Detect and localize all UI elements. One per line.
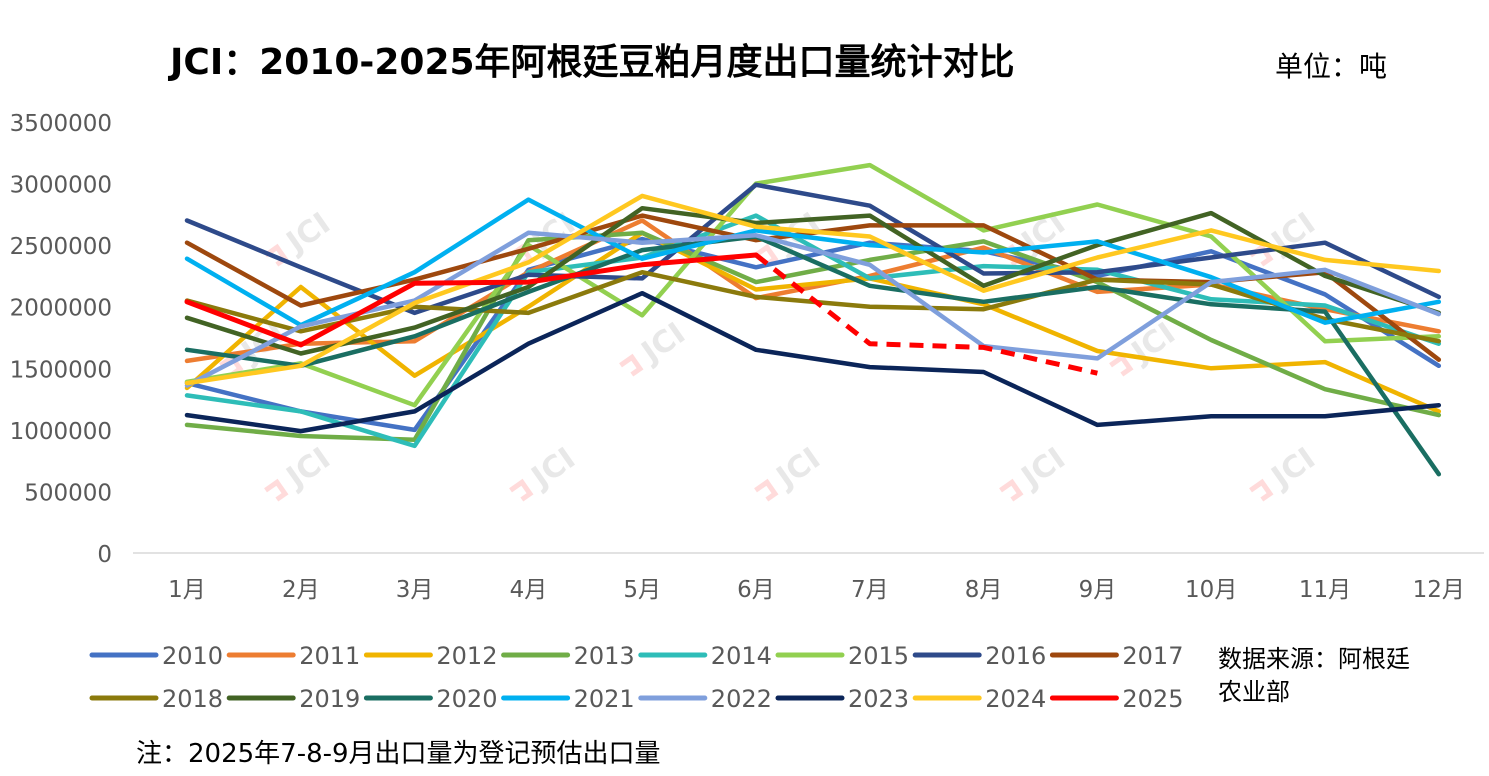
x-tick-label: 9月 [1079, 577, 1117, 603]
watermark-mark [999, 478, 1024, 502]
series-line-2023 [184, 290, 1442, 434]
series-line-2012 [184, 230, 1442, 414]
legend-label-2021: 2021 [574, 685, 635, 713]
series-line-2022 [184, 230, 1442, 388]
legend-label-2019: 2019 [299, 685, 360, 713]
legend-label-2020: 2020 [436, 685, 497, 713]
watermark-text: JCI [634, 316, 692, 371]
y-tick-label: 3000000 [10, 173, 112, 199]
x-tick-label: 1月 [168, 577, 206, 603]
legend-label-2022: 2022 [711, 685, 772, 713]
watermark: JCI [264, 441, 337, 502]
legend-label-2014: 2014 [711, 642, 772, 670]
watermark: JCI [999, 441, 1072, 502]
watermark-text: JCI [279, 206, 337, 261]
x-tick-label: 6月 [737, 577, 775, 603]
unit-label: 单位：吨 [1275, 50, 1387, 83]
y-tick-label: 0 [97, 542, 112, 568]
y-axis: 0 500000 1000000 1500000 2000000 2500000 30000… [10, 111, 112, 568]
legend: 2010 2011 2012 2013 2014 2015 2016 2017 2018 2019… [89, 642, 1183, 713]
watermark-mark [509, 478, 534, 502]
chart-title: JCI：2010-2025年阿根廷豆粕月度出口量统计对比 [167, 42, 1015, 83]
x-tick-label: 4月 [510, 577, 548, 603]
x-axis: 1月 2月 3月 4月 5月 6月 7月 8月 9月 10月 11月 12月 [168, 577, 1465, 603]
watermark-mark [619, 353, 644, 377]
series-lines [184, 162, 1442, 477]
watermark-text: JCI [524, 441, 582, 496]
x-tick-label: 2月 [282, 577, 320, 603]
watermark: JCI [619, 316, 692, 377]
watermark-mark [1249, 478, 1274, 502]
source-label: 数据来源：阿根廷 [1218, 645, 1410, 673]
watermark-mark [754, 478, 779, 502]
legend-label-2024: 2024 [985, 685, 1046, 713]
series-line-2025-estimate [754, 253, 1098, 376]
legend-label-2010: 2010 [162, 642, 223, 670]
legend-label-2017: 2017 [1122, 642, 1183, 670]
y-tick-label: 500000 [24, 480, 112, 506]
legend-label-2023: 2023 [848, 685, 909, 713]
x-tick-label: 12月 [1413, 577, 1465, 603]
legend-label-2013: 2013 [574, 642, 635, 670]
watermark-mark [754, 243, 779, 267]
watermark-mark [264, 243, 289, 267]
watermark: JCI [754, 441, 827, 502]
series-line-2010 [184, 236, 1442, 433]
legend-label-2016: 2016 [985, 642, 1046, 670]
series-line-2024 [184, 193, 1442, 386]
x-tick-label: 5月 [623, 577, 661, 603]
note-text: 注：2025年7-8-9月出口量为登记预估出口量 [136, 739, 661, 769]
series-line-2014 [184, 213, 1442, 449]
legend-label-2025: 2025 [1122, 685, 1183, 713]
y-tick-label: 3500000 [10, 111, 112, 137]
series-line-2021 [184, 197, 1442, 328]
y-tick-label: 1000000 [10, 419, 112, 445]
legend-label-2011: 2011 [299, 642, 360, 670]
series-line-2025 [184, 252, 759, 348]
x-tick-label: 7月 [851, 577, 889, 603]
watermark-text: JCI [1014, 441, 1072, 496]
x-tick-label: 8月 [965, 577, 1003, 603]
series-line-2019 [184, 205, 1442, 356]
watermark: JCI [1249, 441, 1322, 502]
source-label-cont: 农业部 [1218, 678, 1290, 706]
x-tick-label: 3月 [396, 577, 434, 603]
watermark-mark [264, 478, 289, 502]
watermark-text: JCI [769, 441, 827, 496]
y-tick-label: 1500000 [10, 357, 112, 383]
legend-label-2012: 2012 [436, 642, 497, 670]
watermark: JCI [509, 441, 582, 502]
y-tick-label: 2500000 [10, 234, 112, 260]
watermark-text: JCI [279, 441, 337, 496]
series-line-2020 [184, 234, 1442, 477]
x-tick-label: 11月 [1299, 577, 1351, 603]
x-tick-label: 10月 [1185, 577, 1237, 603]
watermark-text: JCI [1264, 441, 1322, 496]
legend-label-2015: 2015 [848, 642, 909, 670]
watermark-mark [1109, 353, 1134, 377]
y-tick-label: 2000000 [10, 296, 112, 322]
legend-label-2018: 2018 [162, 685, 223, 713]
